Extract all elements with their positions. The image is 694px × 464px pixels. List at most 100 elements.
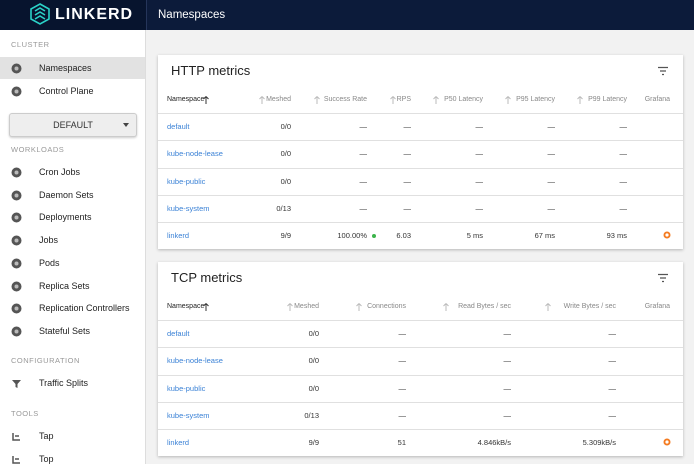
column-header: Grafana	[644, 303, 670, 310]
section-heading: CLUSTER	[11, 40, 50, 49]
metric-cell: 0/0	[308, 383, 319, 393]
row-divider	[158, 140, 683, 142]
metric-cell: —	[547, 149, 556, 159]
column-header[interactable]: Read Bytes / sec	[458, 303, 511, 310]
column-header[interactable]: Write Bytes / sec	[563, 303, 616, 310]
nav-icon	[12, 433, 20, 441]
column-header[interactable]: Connections	[367, 303, 406, 310]
nav-label: Pods	[39, 257, 60, 268]
sidebar	[0, 30, 146, 464]
nav-label: Control Plane	[39, 85, 94, 96]
nav-item[interactable]: Stateful Sets	[0, 320, 145, 342]
namespace-link[interactable]: kube-system	[167, 410, 210, 420]
namespace-link[interactable]: default	[167, 329, 190, 338]
sort-arrow	[356, 303, 363, 311]
metric-cell: 0/13	[276, 203, 291, 213]
nav-label: Traffic Splits	[39, 378, 89, 388]
namespace-link[interactable]: kube-public	[167, 176, 206, 186]
metric-cell: 51	[397, 438, 406, 448]
column-header[interactable]: Meshed	[294, 303, 319, 310]
section-heading: WORKLOADS	[11, 145, 65, 154]
sort-arrow	[203, 303, 209, 311]
nav-item[interactable]: Cron Jobs	[0, 161, 145, 183]
row-divider	[158, 347, 683, 349]
metric-cell: —	[359, 149, 368, 159]
namespace-link[interactable]: kube-public	[167, 383, 206, 393]
nav-item[interactable]: Namespaces	[0, 57, 145, 79]
metric-cell: —	[403, 203, 412, 213]
metrics-card: HTTP metrics Namespace Meshed Success Rate R…	[158, 55, 683, 249]
grafana-icon	[663, 438, 671, 446]
metric-cell: —	[403, 176, 412, 186]
nav-item[interactable]: Tap	[0, 425, 145, 447]
header-divider	[158, 320, 683, 321]
column-header[interactable]: P50 Latency	[444, 96, 483, 103]
grafana-link[interactable]	[663, 438, 671, 446]
nav-item[interactable]: Daemon Sets	[0, 184, 145, 206]
success-dot	[372, 234, 376, 239]
column-header[interactable]: RPS	[396, 96, 411, 103]
nav-label: Cron Jobs	[39, 167, 81, 177]
column-header[interactable]: Success Rate	[323, 96, 367, 103]
nav-label: Top	[39, 453, 54, 464]
nav-label: Tap	[39, 431, 54, 441]
namespace-link[interactable]: kube-node-lease	[167, 149, 223, 159]
metric-cell: —	[619, 203, 628, 213]
metric-cell: 67 ms	[534, 231, 555, 241]
metric-cell: —	[503, 410, 512, 420]
filter-button[interactable]	[657, 66, 669, 76]
nav-item[interactable]: Top	[0, 448, 145, 464]
nav-item[interactable]: Jobs	[0, 229, 145, 251]
namespace-link[interactable]: kube-node-lease	[167, 356, 223, 366]
metric-cell: —	[503, 329, 512, 338]
column-header[interactable]: Namespace	[167, 303, 205, 310]
namespace-link[interactable]: default	[167, 122, 190, 131]
nav-item[interactable]: Deployments	[0, 206, 145, 228]
sort-arrow	[505, 96, 512, 104]
nav-icon	[11, 212, 22, 223]
metric-cell: —	[547, 122, 556, 131]
metric-cell: —	[619, 176, 628, 186]
metric-cell: 0/0	[280, 149, 291, 159]
sort-arrow	[313, 96, 320, 104]
row-divider	[158, 167, 683, 169]
metric-cell: 5.309kB/s	[582, 438, 616, 448]
grafana-link[interactable]	[663, 231, 671, 239]
namespace-link[interactable]: linkerd	[167, 231, 190, 241]
metric-cell: 0/0	[308, 329, 319, 338]
nav-icon	[12, 455, 20, 464]
namespace-link[interactable]: linkerd	[167, 438, 190, 448]
metric-cell: —	[503, 356, 512, 366]
metric-cell: —	[398, 410, 407, 420]
nav-label: Replica Sets	[39, 280, 90, 291]
column-header[interactable]: P99 Latency	[588, 96, 627, 103]
sort-arrow	[577, 96, 584, 104]
header-divider	[158, 113, 683, 114]
metric-cell: —	[475, 149, 484, 159]
column-header[interactable]: P95 Latency	[516, 96, 555, 103]
metric-cell: —	[475, 122, 484, 131]
section-heading: CONFIGURATION	[11, 356, 80, 365]
nav-item[interactable]: Traffic Splits	[0, 372, 145, 394]
sort-arrow	[203, 96, 209, 104]
nav-item[interactable]: Replication Controllers	[0, 297, 145, 319]
nav-icon	[12, 380, 21, 388]
metric-cell: 93 ms	[606, 231, 627, 241]
namespace-link[interactable]: kube-system	[167, 203, 210, 213]
nav-item[interactable]: Replica Sets	[0, 275, 145, 297]
metric-cell: —	[619, 122, 628, 131]
filter-button[interactable]	[657, 273, 669, 283]
nav-item[interactable]: Control Plane	[0, 80, 145, 102]
filter-icon	[658, 273, 668, 283]
sort-arrow	[390, 96, 397, 104]
column-header[interactable]: Meshed	[266, 96, 291, 103]
nav-item[interactable]: Pods	[0, 252, 145, 274]
metric-cell: —	[547, 176, 556, 186]
metric-cell: 0/0	[308, 356, 319, 366]
metric-cell: —	[398, 329, 407, 338]
namespace-select[interactable]: DEFAULT	[9, 113, 137, 137]
metric-cell: —	[608, 383, 617, 393]
column-header[interactable]: Namespace	[167, 96, 205, 103]
metric-cell: —	[619, 149, 628, 159]
